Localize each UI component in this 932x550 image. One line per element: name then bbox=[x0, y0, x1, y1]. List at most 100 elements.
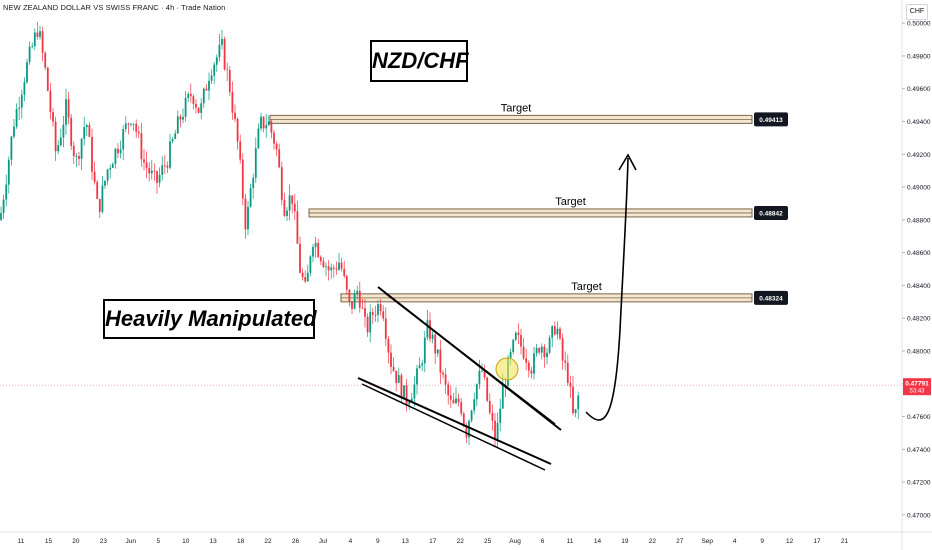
candle-body bbox=[57, 145, 60, 152]
candle-body bbox=[327, 266, 330, 271]
candle-body bbox=[312, 246, 314, 257]
candle-body bbox=[325, 266, 327, 267]
candle-body bbox=[514, 332, 517, 340]
y-tick-label: 0.49200 bbox=[907, 152, 931, 159]
candle-body bbox=[26, 62, 28, 83]
candle-body bbox=[260, 116, 262, 129]
candle-body bbox=[434, 334, 437, 354]
candle-body bbox=[559, 328, 561, 339]
breakout-highlight-circle bbox=[495, 357, 519, 381]
y-tick-label: 0.49600 bbox=[907, 86, 931, 93]
target-zones: Target 0.49413 Target 0.48842 Target 0.48324 bbox=[269, 102, 788, 305]
candle-body bbox=[54, 121, 57, 152]
target-price-tag-text: 0.48324 bbox=[759, 295, 783, 302]
candle-body bbox=[267, 121, 270, 126]
candle-body bbox=[161, 165, 164, 175]
candle-body bbox=[540, 346, 543, 353]
candle-body bbox=[252, 177, 255, 189]
candle-body bbox=[468, 420, 470, 438]
candle-body bbox=[569, 382, 572, 387]
candle-body bbox=[403, 385, 405, 399]
candle-body bbox=[572, 386, 574, 414]
candle-body bbox=[91, 136, 93, 172]
candle-body bbox=[239, 141, 242, 160]
candle-body bbox=[80, 138, 83, 159]
candle-body bbox=[5, 184, 8, 200]
symbol-title: NEW ZEALAND DOLLAR VS SWISS FRANC · 4h ·… bbox=[3, 3, 226, 12]
candle-body bbox=[574, 409, 577, 414]
candle-body bbox=[111, 164, 114, 168]
candle-body bbox=[304, 277, 307, 282]
x-tick-label: Jul bbox=[319, 538, 328, 545]
candle-body bbox=[361, 307, 364, 309]
current-price-tag-bg bbox=[903, 378, 931, 396]
candle-body bbox=[156, 171, 158, 183]
x-tick-label: Jun bbox=[126, 538, 137, 545]
candle-body bbox=[556, 328, 559, 335]
candle-body bbox=[189, 93, 192, 97]
candle-body bbox=[231, 92, 234, 113]
candle-body bbox=[332, 267, 335, 269]
candle-body bbox=[179, 116, 182, 120]
candle-body bbox=[413, 384, 416, 399]
candle-body bbox=[75, 156, 78, 157]
y-tick-label: 0.47200 bbox=[907, 480, 931, 487]
candle-body bbox=[28, 46, 31, 63]
candle-body bbox=[353, 293, 356, 309]
candle-body bbox=[124, 123, 127, 130]
candle-body bbox=[408, 402, 411, 405]
candle-body bbox=[158, 174, 161, 183]
candle-body bbox=[10, 136, 13, 160]
candle-body bbox=[0, 213, 2, 220]
pair-label-box: NZD/CHF bbox=[370, 40, 469, 82]
candle-body bbox=[176, 116, 179, 134]
candle-body bbox=[462, 413, 465, 426]
candle-body bbox=[122, 129, 125, 150]
candle-body bbox=[44, 52, 47, 68]
candle-body bbox=[535, 348, 538, 354]
candle-body bbox=[137, 131, 140, 134]
candle-body bbox=[247, 206, 249, 230]
candle-body bbox=[335, 268, 338, 270]
currency-label[interactable]: CHF bbox=[906, 4, 928, 20]
candle-body bbox=[119, 149, 122, 154]
candle-body bbox=[509, 352, 512, 358]
candle-body bbox=[470, 410, 473, 421]
candle-body bbox=[577, 395, 580, 410]
candle-body bbox=[132, 123, 135, 125]
x-tick-label: 19 bbox=[621, 538, 629, 545]
candle-body bbox=[23, 82, 26, 95]
candle-body bbox=[491, 412, 494, 421]
candle-body bbox=[548, 337, 551, 353]
target-price-tag-text: 0.48842 bbox=[759, 210, 783, 217]
candle-body bbox=[215, 57, 218, 65]
candle-body bbox=[418, 365, 421, 369]
candle-body bbox=[244, 198, 247, 230]
candle-body bbox=[13, 126, 15, 137]
x-tick-label: 11 bbox=[567, 538, 574, 545]
target-label: Target bbox=[501, 102, 532, 114]
candle-body bbox=[546, 352, 548, 358]
candle-body bbox=[221, 39, 223, 45]
x-tick-label: 27 bbox=[676, 538, 684, 545]
y-tick-label: 0.47400 bbox=[907, 447, 931, 454]
candle-body bbox=[364, 308, 366, 317]
candle-body bbox=[301, 272, 304, 278]
candle-body bbox=[127, 123, 130, 125]
candle-body bbox=[410, 398, 413, 403]
candle-body bbox=[65, 99, 67, 125]
x-tick-label: 15 bbox=[45, 538, 53, 545]
candle-body bbox=[187, 93, 190, 98]
candle-body bbox=[553, 326, 556, 335]
candle-body bbox=[561, 338, 564, 361]
candle-body bbox=[449, 395, 452, 400]
candle-body bbox=[174, 133, 177, 140]
candle-body bbox=[257, 128, 260, 149]
candle-body bbox=[59, 137, 62, 146]
x-tick-label: 17 bbox=[429, 538, 437, 545]
candle-body bbox=[496, 423, 499, 440]
x-tick-label: 10 bbox=[182, 538, 190, 545]
